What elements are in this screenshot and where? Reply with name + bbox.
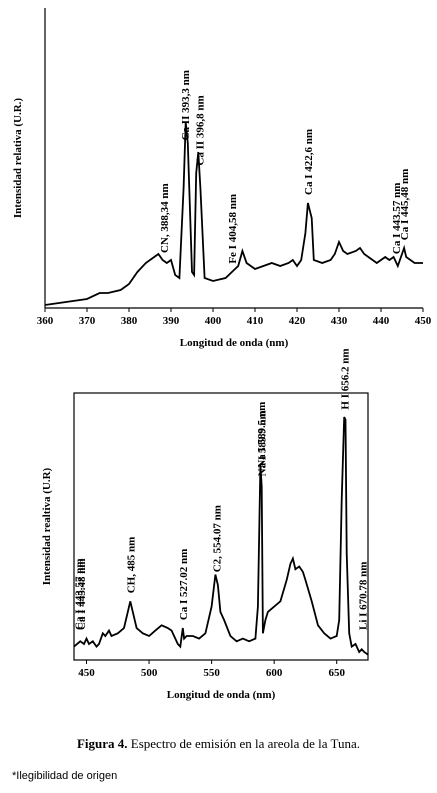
x-tick-label: 390 <box>163 315 180 327</box>
peak-label: Ca II 396,8 nm <box>195 95 207 165</box>
peak-label: Ca I 445,48 nm <box>399 169 411 241</box>
y-axis-label: Intensidad relativa (U.R.) <box>12 98 24 219</box>
peak-label: Ca I 443.57 nm <box>391 183 403 255</box>
peak-label: CH, 485 nm <box>125 537 137 594</box>
peak-label: H I 656.2 nm <box>339 348 351 409</box>
plot-frame <box>73 392 369 661</box>
spectrum-line <box>44 121 423 306</box>
caption: Figura 4. Espectro de emisión en la areo… <box>0 736 437 752</box>
peak-label: Na I 589.9 nm <box>257 410 269 476</box>
x-tick-label: 400 <box>205 315 222 327</box>
x-tick-label: 440 <box>373 315 390 327</box>
peak-label: Ca I 445.48 nm <box>76 558 88 630</box>
x-axis-label: Longitud de onda (nm) <box>180 337 289 349</box>
x-tick-label: 500 <box>141 667 158 679</box>
x-tick-label: 370 <box>79 315 96 327</box>
peak-label: Ca I 422,6 nm <box>303 129 315 195</box>
x-axis-label: Longitud de onda (nm) <box>167 689 276 701</box>
peak-label: Na I 589.5 nm <box>256 402 268 468</box>
x-tick-label: 420 <box>289 315 306 327</box>
peak-label: CN, 388,34 nm <box>159 183 171 253</box>
x-tick-label: 650 <box>328 667 345 679</box>
peak-label: Ca I 527.02 nm <box>178 549 190 621</box>
peak-label: C2, 554.07 nm <box>212 505 224 572</box>
peak-label: Fe I 404,58 nm <box>227 194 239 264</box>
peak-label: Ca I 443.57 nm <box>73 558 85 630</box>
note: *Ilegibilidad de origen <box>12 770 118 782</box>
figure: 360 370 380 390 400 410 420 430 440 450 Longitud d… <box>12 8 432 701</box>
peak-label: Li I 670.78 nm <box>358 562 370 630</box>
x-tick-label: 550 <box>203 667 220 679</box>
x-tick-label: 450 <box>78 667 95 679</box>
x-tick-label: 600 <box>266 667 283 679</box>
caption-text: Espectro de emisión en la areola de la T… <box>130 736 361 751</box>
x-tick-label: 450 <box>415 315 432 327</box>
x-tick-label: 380 <box>121 315 138 327</box>
x-tick-label: 410 <box>247 315 264 327</box>
x-tick-label: 430 <box>331 315 348 327</box>
spectrum-line <box>73 416 369 656</box>
caption-label: Figura 4. <box>76 736 128 751</box>
x-tick-label: 360 <box>37 315 54 327</box>
peak-label: Ca II 393,3 nm <box>180 70 192 140</box>
y-axis-label: Intensidad realtiva (U.R) <box>41 467 53 585</box>
